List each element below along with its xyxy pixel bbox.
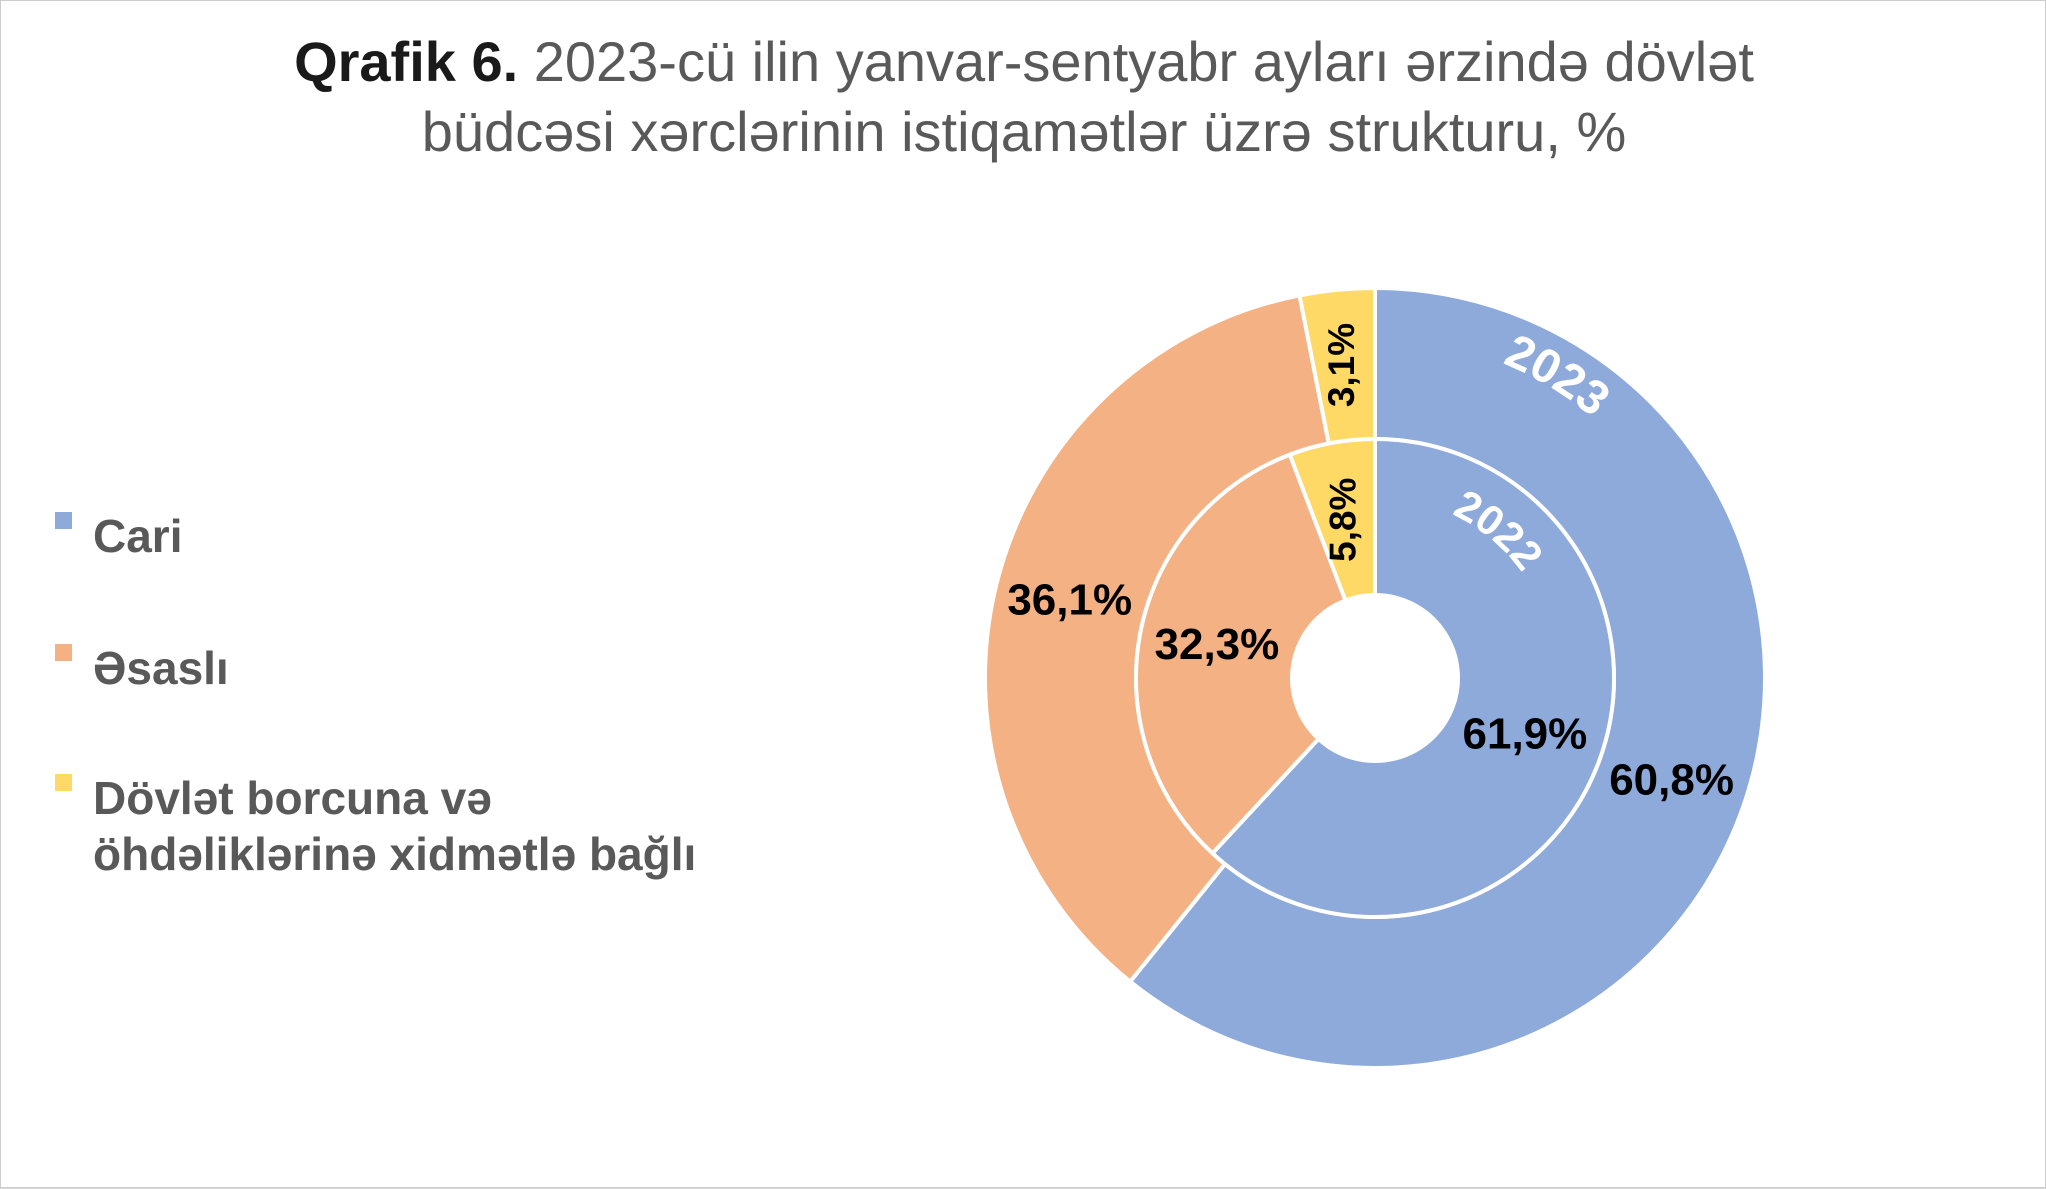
svg-text:36,1%: 36,1% (1007, 575, 1132, 624)
svg-text:32,3%: 32,3% (1155, 620, 1280, 669)
svg-text:5,8%: 5,8% (1323, 478, 1364, 562)
svg-text:61,9%: 61,9% (1463, 709, 1588, 758)
svg-text:3,1%: 3,1% (1321, 323, 1362, 407)
svg-text:60,8%: 60,8% (1609, 755, 1734, 804)
